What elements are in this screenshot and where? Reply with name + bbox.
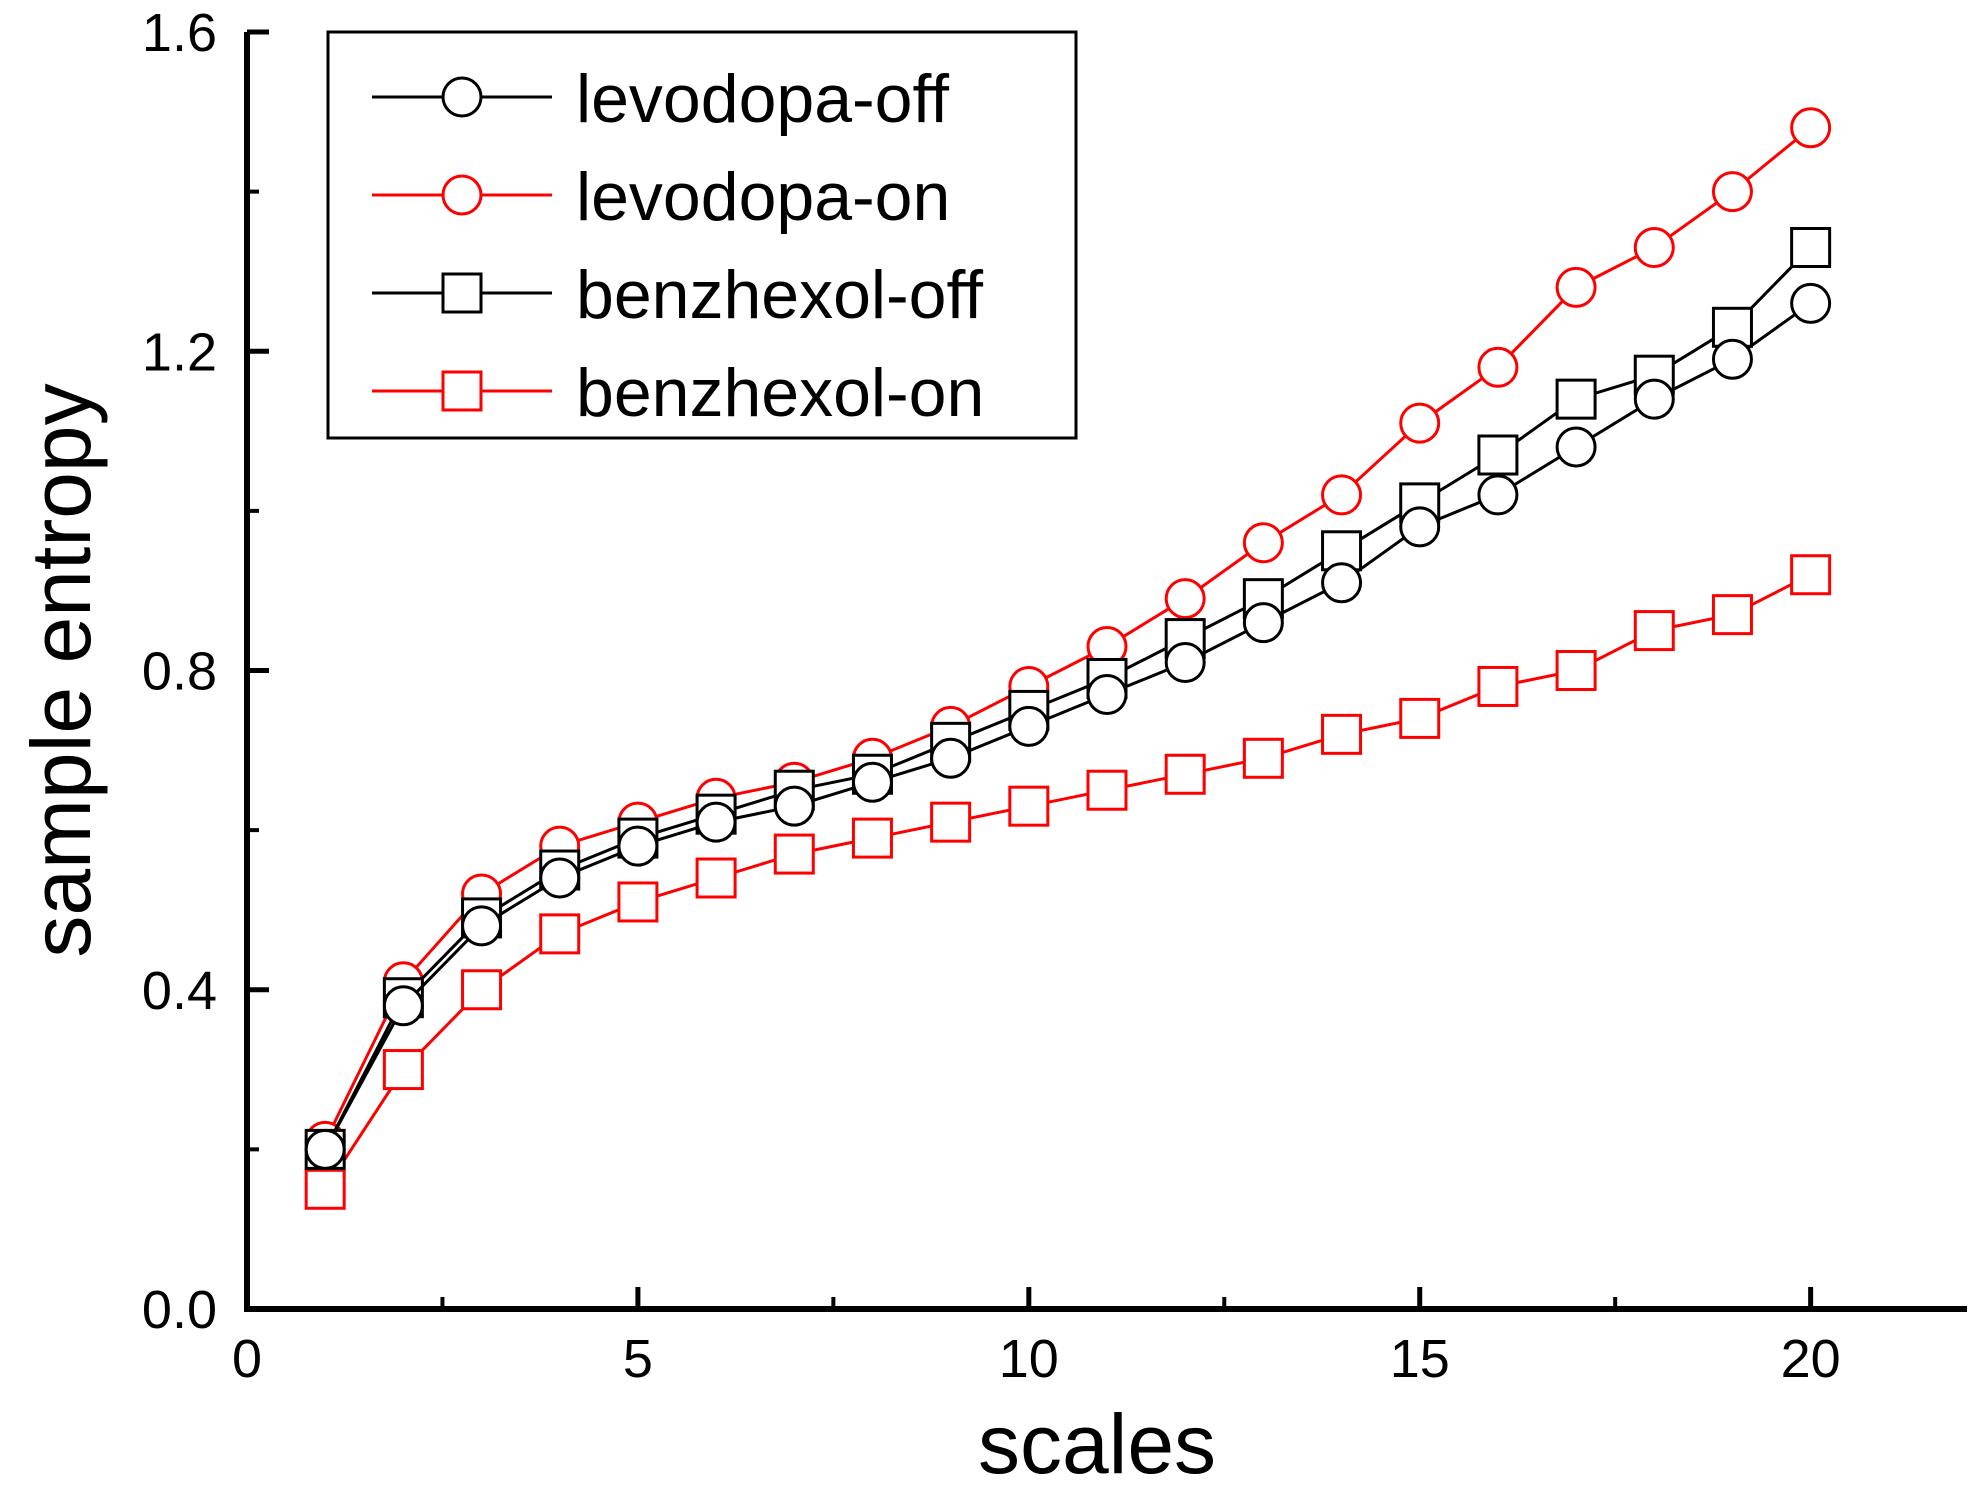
legend-marker [441,370,483,412]
legend-label: levodopa-off [576,61,949,137]
data-point-levodopa-off [1008,705,1050,747]
data-point-levodopa-on [1633,226,1675,268]
data-point-benzhexol-on [1008,785,1050,827]
data-point-levodopa-off [617,825,659,867]
data-point-levodopa-off [930,737,972,779]
data-point-benzhexol-on [1321,713,1363,755]
data-point-levodopa-off [1555,426,1597,468]
data-point-levodopa-on [1399,402,1441,444]
axis-titles: scales sample entropy [14,383,1216,1490]
legend-item-levodopa-off: levodopa-off [372,61,949,137]
data-point-benzhexol-on [930,801,972,843]
y-tick-label: 0.8 [142,642,217,702]
x-tick-label: 5 [623,1329,653,1389]
data-point-levodopa-on [1164,578,1206,620]
data-point-levodopa-off [1321,562,1363,604]
data-point-benzhexol-off [1477,434,1519,476]
data-point-benzhexol-on [1477,665,1519,707]
data-point-levodopa-off [695,801,737,843]
series-levodopa-on [304,107,1832,1162]
data-point-levodopa-off [461,905,503,947]
data-point-benzhexol-on [304,1168,346,1210]
y-tick-label: 0.4 [142,961,217,1021]
data-point-levodopa-off [773,785,815,827]
y-tick-label: 0.0 [142,1280,217,1340]
legend-marker [441,76,483,118]
data-point-levodopa-off [1790,282,1832,324]
data-point-levodopa-off [1086,673,1128,715]
legend-label: benzhexol-off [576,257,983,333]
data-point-benzhexol-on [617,881,659,923]
legend-marker [441,272,483,314]
data-point-levodopa-off [382,985,424,1027]
plot-series [304,107,1832,1210]
data-point-benzhexol-on [1711,594,1753,636]
data-point-levodopa-off [304,1128,346,1170]
data-point-levodopa-on [1555,266,1597,308]
data-point-levodopa-on [1242,522,1284,564]
data-point-levodopa-off [1711,338,1753,380]
data-point-benzhexol-on [382,1049,424,1091]
data-point-levodopa-on [1321,474,1363,516]
data-point-levodopa-on [1711,171,1753,213]
y-tick-label: 1.6 [142,3,217,63]
data-point-levodopa-off [851,761,893,803]
data-point-benzhexol-on [1242,737,1284,779]
data-point-benzhexol-on [539,913,581,955]
y-tick-label: 1.2 [142,322,217,382]
data-point-benzhexol-on [1164,753,1206,795]
x-tick-label: 20 [1781,1329,1841,1389]
data-point-levodopa-off [1477,474,1519,516]
legend-item-levodopa-on: levodopa-on [372,159,950,235]
data-point-levodopa-off [1164,642,1206,684]
legend-marker [441,174,483,216]
data-point-benzhexol-on [1633,610,1675,652]
data-point-levodopa-off [1399,506,1441,548]
data-point-benzhexol-on [851,817,893,859]
data-point-benzhexol-off [1555,378,1597,420]
legend-label: benzhexol-on [576,355,984,431]
y-axis-title: sample entropy [14,383,108,957]
data-point-benzhexol-on [695,857,737,899]
legend: levodopa-off levodopa-on benzhexol-off benz… [326,30,1078,440]
data-point-levodopa-off [539,857,581,899]
series-levodopa-off [304,282,1832,1170]
data-point-benzhexol-on [773,833,815,875]
legend-label: levodopa-on [576,159,950,235]
data-point-benzhexol-on [461,969,503,1011]
data-point-benzhexol-on [1790,554,1832,596]
data-point-benzhexol-off [1790,226,1832,268]
data-point-levodopa-off [1633,378,1675,420]
data-point-levodopa-on [1477,346,1519,388]
series-benzhexol-on [304,554,1832,1210]
axes: 0 5 10 15 20 0.0 0.4 0.8 1.2 1.6 [142,3,1967,1389]
legend-item-benzhexol-off: benzhexol-off [372,257,983,333]
x-tick-label: 0 [232,1329,262,1389]
data-point-benzhexol-on [1086,769,1128,811]
data-point-levodopa-on [1790,107,1832,149]
x-tick-label: 10 [999,1329,1059,1389]
data-point-benzhexol-on [1399,697,1441,739]
x-axis-title: scales [978,1397,1216,1490]
legend-item-benzhexol-on: benzhexol-on [372,355,984,431]
data-point-levodopa-off [1242,602,1284,644]
x-tick-label: 15 [1390,1329,1450,1389]
data-point-benzhexol-on [1555,650,1597,691]
